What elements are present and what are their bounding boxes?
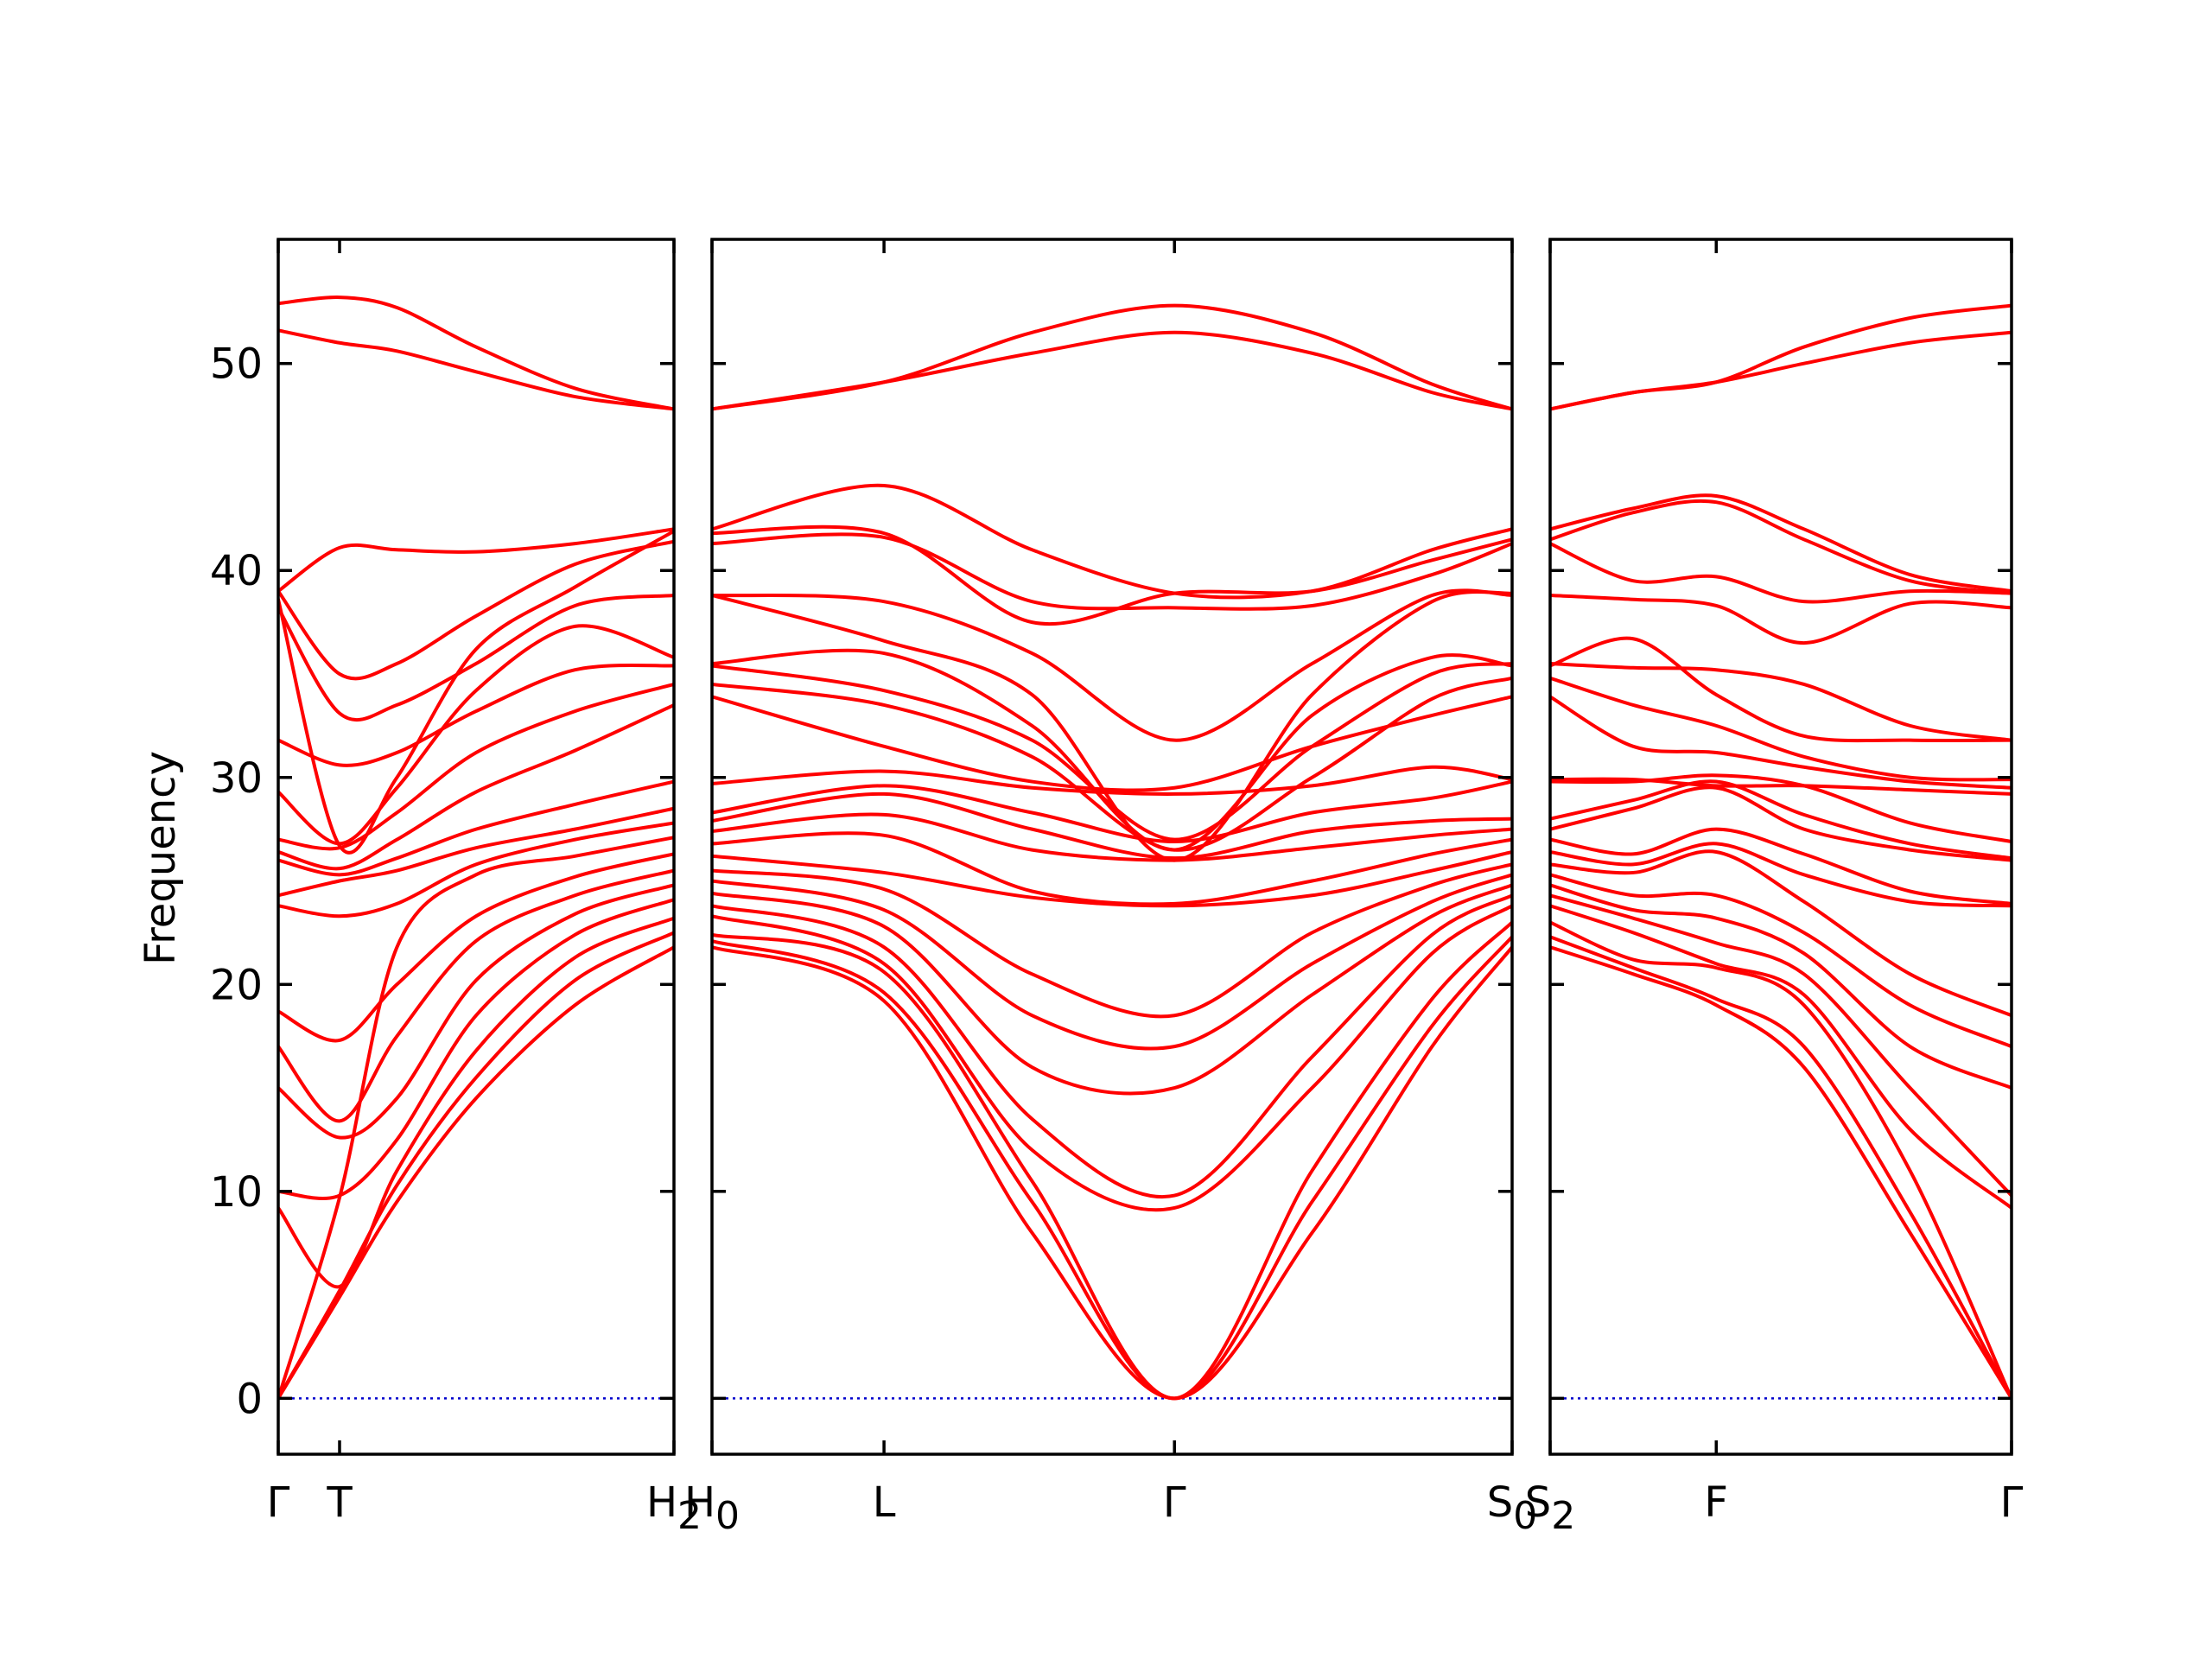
phonon-band-17 bbox=[712, 662, 1512, 842]
phonon-band-13 bbox=[1550, 773, 2012, 844]
x-tick-label: L bbox=[873, 1478, 896, 1527]
phonon-band-15 bbox=[712, 695, 1512, 792]
phonon-band-19 bbox=[1550, 593, 2012, 645]
phonon-band-19 bbox=[712, 589, 1512, 862]
x-tick-label: F bbox=[1704, 1478, 1728, 1527]
phonon-band-11 bbox=[1550, 785, 2012, 862]
phonon-band-14 bbox=[712, 765, 1512, 796]
phonon-band-3 bbox=[712, 920, 1512, 1401]
phonon-band-7 bbox=[278, 852, 674, 1043]
phonon-band-21 bbox=[278, 296, 674, 411]
phonon-band-10 bbox=[712, 831, 1512, 906]
phonon-band-23 bbox=[712, 483, 1512, 600]
panel-frame bbox=[276, 238, 676, 1456]
phonon-band-21 bbox=[1550, 499, 2012, 595]
x-tick-label: Γ bbox=[2000, 1478, 2024, 1527]
phonon-band-16 bbox=[278, 593, 674, 722]
bands-group bbox=[712, 303, 1512, 1401]
phonon-band-5 bbox=[712, 893, 1512, 1199]
phonon-band-8 bbox=[278, 836, 674, 1401]
phonon-band-2 bbox=[1550, 935, 2012, 1401]
phonon-band-5 bbox=[1550, 893, 2012, 1198]
phonon-band-15 bbox=[278, 663, 674, 767]
phonon-band-12 bbox=[712, 791, 1512, 861]
panel-frame bbox=[1548, 238, 2013, 1456]
phonon-band-16 bbox=[1550, 676, 2012, 782]
phonon-band-18 bbox=[712, 648, 1512, 852]
phonon-band-20 bbox=[712, 588, 1512, 742]
phonon-band-17 bbox=[1550, 636, 2012, 743]
phonon-band-13 bbox=[278, 682, 674, 851]
phonon-band-18 bbox=[278, 529, 674, 855]
phonon-band-14 bbox=[1550, 777, 2012, 796]
phonon-band-21 bbox=[712, 524, 1512, 626]
bands-group bbox=[278, 296, 674, 1401]
phonon-band-3 bbox=[278, 916, 674, 1289]
phonon-band-11 bbox=[278, 779, 674, 877]
phonon-band-4 bbox=[712, 904, 1512, 1212]
phonon-band-23 bbox=[1550, 330, 2012, 411]
y-tick-label: 0 bbox=[236, 1375, 263, 1423]
phonon-band-9 bbox=[1550, 842, 2012, 908]
phonon-band-2 bbox=[278, 931, 674, 1401]
phonon-band-22 bbox=[712, 532, 1512, 611]
y-axis-label: Frequency bbox=[137, 751, 185, 965]
phonon-band-17 bbox=[278, 539, 674, 681]
bands-group bbox=[1550, 303, 2012, 1401]
y-tick-label: 20 bbox=[210, 961, 263, 1009]
panel-frame bbox=[710, 238, 1514, 1456]
x-tick-label: Γ bbox=[267, 1478, 290, 1527]
phonon-band-24 bbox=[712, 330, 1512, 411]
phonon-band-3 bbox=[1550, 920, 2012, 1401]
x-tick-label: T bbox=[326, 1478, 353, 1527]
y-tick-label: 50 bbox=[210, 340, 263, 389]
phonon-band-6 bbox=[712, 883, 1512, 1096]
phonon-band-25 bbox=[712, 303, 1512, 411]
phonon-band-15 bbox=[1550, 695, 2012, 790]
panel-2: H0 L Γ S0 bbox=[684, 238, 1537, 1538]
phonon-band-8 bbox=[1550, 849, 2012, 1018]
phonon-band-12 bbox=[1550, 779, 2012, 861]
panel-3: S2 F Γ bbox=[1525, 238, 2024, 1538]
phonon-band-22 bbox=[1550, 493, 2012, 594]
phonon-band-10 bbox=[278, 806, 674, 898]
phonon-band-18 bbox=[1550, 662, 2012, 742]
phonon-band-10 bbox=[1550, 827, 2012, 906]
phonon-band-20 bbox=[278, 328, 674, 411]
y-tick-label: 30 bbox=[210, 754, 263, 803]
phonon-band-6 bbox=[278, 868, 674, 1123]
phonon-band-24 bbox=[1550, 303, 2012, 411]
y-tick-label: 10 bbox=[210, 1168, 263, 1217]
phonon-band-19 bbox=[278, 527, 674, 594]
phonon-band-6 bbox=[1550, 883, 2012, 1090]
phonon-band-4 bbox=[1550, 904, 2012, 1210]
x-tick-label: Γ bbox=[1163, 1478, 1186, 1527]
phonon-band-9 bbox=[278, 821, 674, 918]
phonon-band-5 bbox=[278, 883, 674, 1140]
phonon-band-1 bbox=[278, 945, 674, 1401]
phonon-band-8 bbox=[712, 862, 1512, 1019]
phonon-band-12 bbox=[278, 702, 674, 871]
phonon-band-7 bbox=[1550, 873, 2012, 1049]
y-tick-label: 40 bbox=[210, 547, 263, 595]
phonon-band-1 bbox=[1550, 945, 2012, 1401]
phonon-band-14 bbox=[278, 624, 674, 846]
phonon-band-20 bbox=[1550, 542, 2012, 604]
phonon-band-11 bbox=[712, 812, 1512, 862]
phonon-band-7 bbox=[712, 873, 1512, 1051]
